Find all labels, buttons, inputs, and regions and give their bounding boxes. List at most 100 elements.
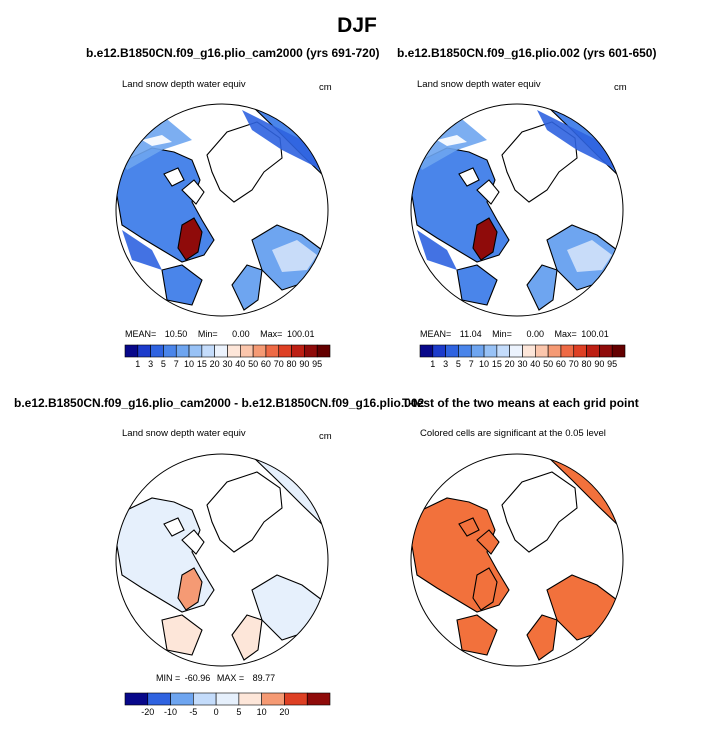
colorbar-tick-label: 70	[569, 359, 579, 369]
colorbar-swatch	[445, 344, 459, 358]
colorbar-swatch	[201, 344, 215, 358]
colorbar-swatch	[170, 692, 194, 706]
land-arch2	[458, 167, 480, 187]
panel3-units: cm	[319, 431, 332, 442]
min-label: Min=	[492, 329, 512, 339]
colorbar-tick-label: 15	[197, 359, 207, 369]
land-greenland	[501, 121, 578, 203]
colorbar-tick-label: 20	[505, 359, 515, 369]
colorbar-tick-label: 10	[479, 359, 489, 369]
mean-value: 10.50	[164, 329, 188, 339]
panel1-variable: Land snow depth water equiv	[122, 79, 246, 90]
mean-label: MEAN=	[125, 329, 157, 339]
land-greenland	[206, 121, 283, 203]
colorbar-tick-label: 40	[530, 359, 540, 369]
panel1-units: cm	[319, 82, 332, 93]
colorbar-swatch	[284, 692, 308, 706]
map-clip-group	[116, 104, 328, 316]
panel4-title: T-test of the two means at each grid poi…	[402, 396, 639, 410]
land-hudson	[472, 217, 498, 261]
colorbar-tick-label: -5	[189, 707, 197, 717]
colorbar-tick-label: 5	[456, 359, 461, 369]
colorbar-swatch	[458, 344, 472, 358]
colorbar-tick-label: 95	[312, 359, 322, 369]
min-value: -60.96	[184, 673, 211, 683]
colorbar-swatch	[175, 344, 190, 358]
colorbar-tick-label: -10	[164, 707, 177, 717]
colorbar-swatch	[240, 344, 254, 358]
colorbar-swatch	[316, 344, 331, 358]
colorbar-swatch	[215, 692, 240, 706]
colorbar-tick-label: 1	[430, 359, 435, 369]
mean-value: 11.04	[459, 329, 482, 339]
colorbar-swatch	[147, 692, 171, 706]
land-scand	[231, 614, 263, 661]
snow-band	[537, 110, 617, 170]
colorbar-swatch	[150, 344, 164, 358]
panel1-title: b.e12.B1850CN.f09_g16.plio_cam2000 (yrs …	[86, 46, 380, 60]
map-clip-group	[116, 454, 328, 666]
snow-band	[272, 240, 317, 272]
panel2-variable: Land snow depth water equiv	[417, 79, 541, 90]
map-boundary	[410, 453, 624, 667]
panel3-map	[115, 453, 329, 667]
map-clip-group	[411, 104, 623, 316]
colorbar-swatch	[188, 344, 203, 358]
land-alaska	[456, 264, 498, 306]
colorbar-swatch	[535, 344, 549, 358]
panel1-map	[115, 103, 329, 317]
colorbar-tick-label: 60	[556, 359, 566, 369]
min-label: Min=	[197, 329, 218, 339]
panel2-map	[410, 103, 624, 317]
colorbar-tick-label: 15	[492, 359, 502, 369]
colorbar-swatch	[419, 344, 434, 358]
colorbar-swatch	[599, 344, 613, 358]
colorbar-tick-label: 80	[287, 359, 297, 369]
land-arch1	[181, 179, 205, 205]
colorbar-tick-label: 5	[236, 707, 241, 717]
colorbar-tick-label: 3	[148, 359, 153, 369]
land-alaska	[161, 614, 203, 656]
colorbar-tick-label: 60	[261, 359, 271, 369]
panel2-title: b.e12.B1850CN.f09_g16.plio.002 (yrs 601-…	[397, 46, 657, 60]
map-boundary	[115, 453, 329, 667]
panel2-stats: MEAN= 11.04 Min= 0.00 Max= 100.01	[420, 329, 609, 339]
colorbar-swatch	[547, 344, 562, 358]
land-hudson	[472, 567, 498, 611]
land-arch1	[476, 529, 500, 555]
snow-band	[437, 135, 467, 146]
colorbar-tick-label: 30	[222, 359, 232, 369]
colorbar-swatch	[137, 344, 151, 358]
colorbar-tick-label: 20	[279, 707, 289, 717]
max-label: Max=	[554, 329, 577, 339]
colorbar-swatch	[238, 692, 262, 706]
colorbar-swatch	[261, 692, 285, 706]
colorbar-tick-label: 5	[161, 359, 166, 369]
panel1-colorbar: 1 3 5 7 10 15 20 30 40 50 60 70 80 90 95	[124, 344, 331, 369]
snow-band	[567, 240, 612, 272]
land-hudson	[177, 217, 203, 261]
colorbar-swatch	[265, 344, 280, 358]
min-value: 0.00	[232, 329, 250, 339]
colorbar-swatch	[304, 344, 318, 358]
colorbar-swatch	[124, 344, 139, 358]
panel2-units: cm	[614, 82, 627, 93]
land-greenland	[206, 471, 283, 553]
colorbar-swatch	[227, 344, 241, 358]
colorbar-swatch	[483, 344, 498, 358]
max-value: 89.77	[252, 673, 276, 683]
figure-title: DJF	[337, 14, 377, 37]
colorbar-tick-label: 10	[257, 707, 267, 717]
panel3-colorbar: -20 -10 -5 0 5 10 20	[124, 692, 331, 717]
land-scand	[526, 264, 558, 311]
land-greenland	[501, 471, 578, 553]
land-arch2	[163, 517, 185, 537]
colorbar-swatch	[306, 692, 331, 706]
colorbar-swatch	[278, 344, 292, 358]
max-value: 100.01	[581, 329, 609, 339]
colorbar-swatch	[509, 344, 523, 358]
panel4-subtitle: Colored cells are significant at the 0.0…	[420, 428, 606, 439]
land-arch2	[163, 167, 185, 187]
colorbar-tick-label: 0	[214, 707, 219, 717]
